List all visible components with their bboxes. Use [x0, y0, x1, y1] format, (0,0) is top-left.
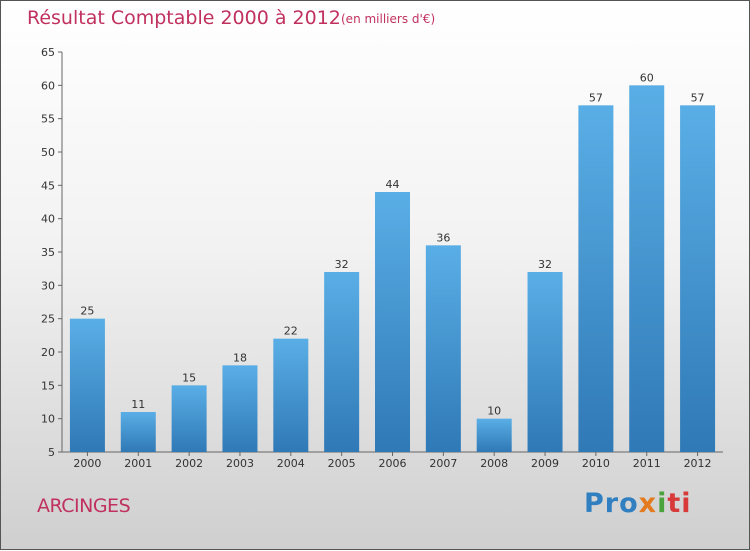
- x-tick-label: 2011: [633, 457, 661, 470]
- data-label-2012: 57: [691, 91, 705, 104]
- x-tick-label: 2003: [226, 457, 254, 470]
- data-label-2004: 22: [284, 325, 298, 338]
- y-tick-label: 20: [41, 346, 55, 359]
- x-tick-label: 2006: [379, 457, 407, 470]
- chart-title: Résultat Comptable 2000 à 2012: [27, 7, 341, 29]
- x-tick-label: 2012: [684, 457, 712, 470]
- x-tick-label: 2010: [582, 457, 610, 470]
- x-tick-label: 2008: [480, 457, 508, 470]
- bar-2011: [629, 85, 665, 452]
- x-tick-label: 2009: [531, 457, 559, 470]
- proxiti-logo[interactable]: Proxiti: [584, 488, 692, 519]
- y-tick-label: 25: [41, 313, 55, 326]
- y-tick-label: 35: [41, 246, 55, 259]
- bar-2005: [324, 272, 360, 452]
- data-label-2006: 44: [386, 178, 400, 191]
- y-tick-label: 50: [41, 146, 55, 159]
- bar-2003: [222, 365, 258, 452]
- bar-2004: [273, 338, 309, 452]
- x-tick-label: 2001: [124, 457, 152, 470]
- y-tick-label: 15: [41, 379, 55, 392]
- bar-2002: [171, 385, 207, 452]
- data-label-2008: 10: [487, 405, 501, 418]
- data-label-2005: 32: [335, 258, 349, 271]
- y-tick-label: 5: [48, 446, 55, 459]
- x-tick-label: 2000: [73, 457, 101, 470]
- x-tick-label: 2004: [277, 457, 305, 470]
- bar-2001: [120, 412, 156, 452]
- y-tick-label: 45: [41, 179, 55, 192]
- y-tick-label: 60: [41, 79, 55, 92]
- data-label-2011: 60: [640, 71, 654, 84]
- data-label-2001: 11: [131, 398, 145, 411]
- y-tick-label: 40: [41, 213, 55, 226]
- data-label-2002: 15: [182, 371, 196, 384]
- data-labels: 25 11 15 18 22 32 44 36 10 32 57 60 57: [80, 71, 704, 417]
- bar-2007: [425, 245, 461, 452]
- data-label-2010: 57: [589, 91, 603, 104]
- x-tick-label: 2002: [175, 457, 203, 470]
- bar-2000: [69, 318, 105, 452]
- data-label-2000: 25: [80, 305, 94, 318]
- bars: [69, 85, 716, 452]
- bar-2006: [375, 192, 410, 452]
- data-label-2003: 18: [233, 351, 247, 364]
- y-tick-label: 10: [41, 413, 55, 426]
- y-tick-label: 65: [41, 46, 55, 59]
- bar-2009: [527, 272, 563, 452]
- x-tick-label: 2007: [429, 457, 457, 470]
- chart-subtitle: (en milliers d'€): [341, 12, 436, 26]
- x-tick-label: 2005: [328, 457, 356, 470]
- bar-2010: [578, 105, 614, 452]
- y-tick-label: 30: [41, 279, 55, 292]
- bar-2008: [476, 418, 512, 452]
- bar-2012: [680, 105, 716, 452]
- data-label-2007: 36: [436, 231, 450, 244]
- location-label: ARCINGES: [37, 495, 131, 517]
- y-tick-label: 55: [41, 113, 55, 126]
- data-label-2009: 32: [538, 258, 552, 271]
